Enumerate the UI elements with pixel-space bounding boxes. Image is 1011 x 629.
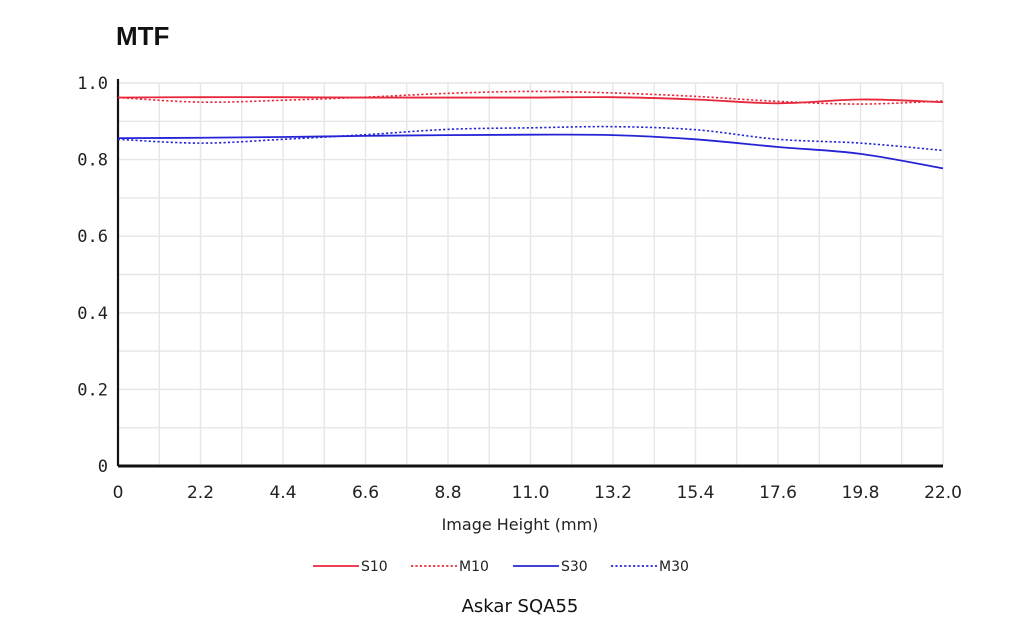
x-axis-label: Image Height (mm) <box>442 515 599 534</box>
x-tick-label: 0 <box>113 483 124 503</box>
y-tick-labels: 0 0.2 0.4 0.6 0.8 1.0 <box>77 74 108 477</box>
y-tick-label: 1.0 <box>77 74 108 94</box>
y-tick-label: 0.4 <box>77 304 108 324</box>
legend-label-m30: M30 <box>659 559 689 575</box>
x-tick-label: 22.0 <box>924 483 962 503</box>
x-tick-label: 6.6 <box>352 483 379 503</box>
axes <box>116 79 943 468</box>
legend-label-s30: S30 <box>561 559 588 575</box>
y-tick-label: 0.6 <box>77 227 108 247</box>
chart-caption: Askar SQA55 <box>462 596 579 617</box>
legend-label-s10: S10 <box>361 559 388 575</box>
x-tick-label: 19.8 <box>842 483 880 503</box>
x-tick-labels: 0 2.2 4.4 6.6 8.8 11.0 13.2 15.4 17.6 19.8 22.0 <box>113 483 962 503</box>
legend-label-m10: M10 <box>459 559 489 575</box>
x-tick-label: 11.0 <box>512 483 550 503</box>
legend: S10 M10 S30 M30 <box>313 559 689 575</box>
series-line-s30 <box>117 133 944 170</box>
y-tick-label: 0 <box>98 457 108 477</box>
x-tick-label: 4.4 <box>269 483 296 503</box>
y-tick-label: 0.2 <box>77 380 108 400</box>
x-tick-label: 17.6 <box>759 483 797 503</box>
chart-title: MTF <box>116 21 169 51</box>
x-tick-label: 2.2 <box>187 483 214 503</box>
series-lines <box>117 90 944 170</box>
grid-lines <box>118 82 944 466</box>
y-tick-label: 0.8 <box>77 151 108 171</box>
x-tick-label: 13.2 <box>594 483 632 503</box>
x-tick-label: 15.4 <box>677 483 715 503</box>
x-tick-label: 8.8 <box>434 483 461 503</box>
series-line-s10 <box>117 96 944 105</box>
